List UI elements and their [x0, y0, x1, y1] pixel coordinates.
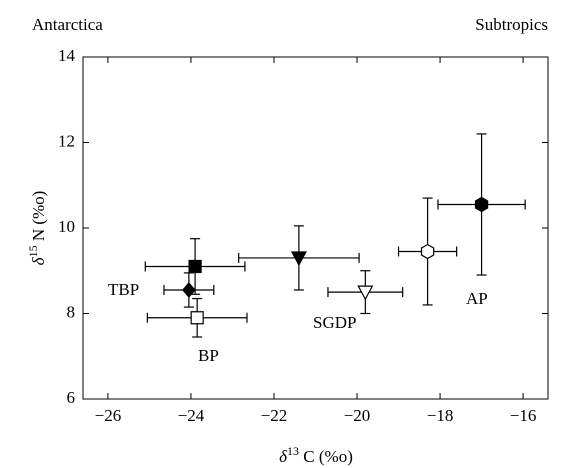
y-axis-superscript: 15: [26, 245, 40, 257]
y-tick-label: 10: [58, 217, 75, 236]
y-tick-label: 8: [67, 302, 76, 321]
x-tick-label: −22: [261, 406, 288, 425]
x-axis-text: C (%o): [299, 447, 353, 466]
y-axis-label: δ15 N (%o): [26, 191, 48, 266]
point-label: AP: [466, 289, 488, 308]
y-axis-text: N (%o): [29, 191, 48, 246]
region-label: Antarctica: [32, 15, 103, 34]
x-axis-symbol: δ: [279, 447, 288, 466]
x-tick-label: −26: [95, 406, 122, 425]
y-tick-label: 14: [58, 46, 76, 65]
x-tick-label: −16: [510, 406, 537, 425]
point: [420, 243, 435, 260]
point: [190, 311, 204, 325]
x-tick-label: −20: [344, 406, 371, 425]
point: [182, 282, 196, 298]
y-axis-symbol: δ: [29, 256, 48, 265]
x-axis-label: δ13 C (%o): [279, 444, 353, 466]
point: [357, 285, 374, 301]
point-label: BP: [198, 346, 219, 365]
y-tick-label: 12: [58, 131, 75, 150]
point-label: TBP: [108, 280, 139, 299]
point: [188, 259, 202, 274]
x-tick-label: −18: [427, 406, 454, 425]
x-axis-superscript: 13: [287, 444, 299, 458]
plot-frame: [82, 56, 549, 400]
y-tick-label: 6: [67, 388, 76, 407]
point: [290, 251, 307, 267]
point-label: SGDP: [313, 313, 356, 332]
x-tick-label: −24: [178, 406, 205, 425]
region-label: Subtropics: [475, 15, 548, 34]
point: [474, 196, 489, 213]
